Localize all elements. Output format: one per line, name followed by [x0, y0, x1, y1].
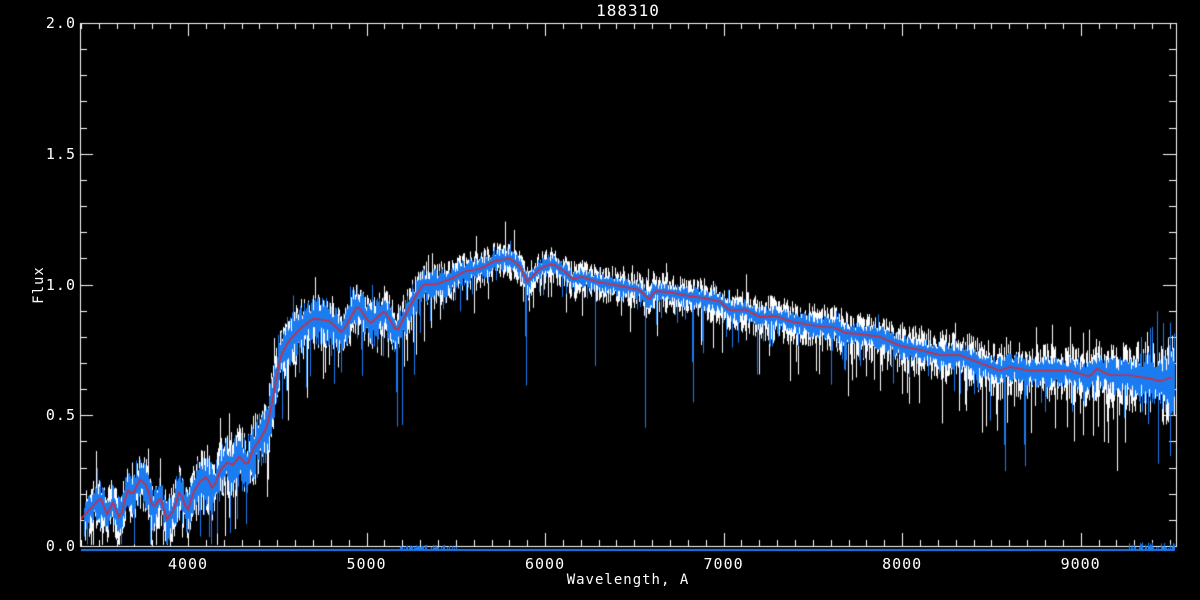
spectrum-canvas [0, 0, 1200, 600]
spectrum-figure: 188310 Wavelength, A Flux 4000 5000 6000 70… [0, 0, 1200, 600]
